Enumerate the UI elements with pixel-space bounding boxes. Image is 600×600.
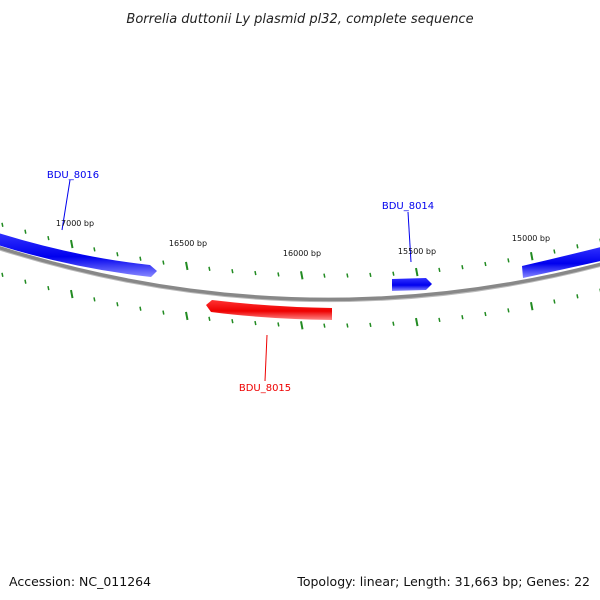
inner-tick-mark bbox=[162, 310, 165, 315]
plasmid-backbone bbox=[0, 246, 600, 302]
tick-label-16500: 16500 bp bbox=[169, 239, 207, 248]
inner-tick-mark bbox=[346, 323, 349, 328]
outer-tick-mark bbox=[208, 266, 211, 271]
outer-tick-mark bbox=[162, 260, 165, 265]
outer-tick-mark bbox=[300, 271, 304, 280]
inner-tick-mark bbox=[484, 311, 487, 317]
outer-tick-mark bbox=[346, 273, 349, 278]
tick-label-15000: 15000 bp bbox=[512, 234, 550, 243]
outer-tick-mark bbox=[254, 270, 257, 276]
gene-right-edge-arrow[interactable] bbox=[522, 246, 600, 278]
inner-tick-mark bbox=[70, 289, 74, 299]
inner-tick-mark bbox=[231, 319, 234, 324]
inner-tick-mark bbox=[277, 322, 280, 327]
inner-tick-mark bbox=[185, 311, 189, 321]
inner-tick-mark bbox=[507, 308, 510, 313]
outer-tick-mark bbox=[461, 265, 464, 270]
gene-label-bdu-8015: BDU_8015 bbox=[239, 383, 291, 394]
map-title: Borrelia duttonii Ly plasmid pl32, compl… bbox=[126, 12, 473, 27]
outer-tick-mark bbox=[47, 235, 50, 241]
inner-tick-mark bbox=[392, 321, 395, 326]
gene-bdu-8015-leader bbox=[264, 334, 268, 382]
outer-tick-mark bbox=[185, 261, 189, 271]
outer-tick-mark bbox=[277, 272, 280, 277]
outer-tick-mark bbox=[139, 256, 142, 261]
inner-tick-marks bbox=[1, 272, 600, 330]
gene-label-bdu-8014: BDU_8014 bbox=[382, 201, 434, 212]
outer-tick-mark bbox=[507, 258, 510, 263]
inner-tick-mark bbox=[254, 320, 257, 326]
inner-tick-mark bbox=[208, 316, 211, 321]
gene-bdu-8016-arrow[interactable] bbox=[0, 232, 157, 277]
inner-tick-mark bbox=[461, 315, 464, 320]
gene-bdu-8014-arrow[interactable] bbox=[392, 278, 432, 291]
outer-tick-mark bbox=[484, 261, 487, 267]
inner-tick-mark bbox=[369, 322, 372, 327]
inner-tick-mark bbox=[24, 279, 27, 284]
tick-label-15500: 15500 bp bbox=[398, 247, 436, 256]
outer-tick-mark bbox=[530, 251, 534, 261]
plasmid-backbone-highlight bbox=[0, 249, 600, 303]
gene-bdu-8014-leader bbox=[407, 211, 412, 263]
gene-right-edge[interactable] bbox=[522, 246, 600, 278]
inner-tick-mark bbox=[323, 323, 326, 328]
outer-tick-mark bbox=[369, 272, 372, 277]
inner-tick-mark bbox=[300, 321, 304, 330]
gene-bdu-8014[interactable]: BDU_8014 bbox=[382, 201, 434, 291]
outer-tick-marks bbox=[1, 222, 600, 280]
accession-text: Accession: NC_011264 bbox=[9, 574, 151, 589]
inner-tick-mark bbox=[116, 302, 119, 307]
outer-tick-mark bbox=[438, 267, 441, 273]
inner-tick-mark bbox=[553, 299, 556, 304]
outer-tick-mark bbox=[415, 267, 419, 277]
gene-bdu-8016-leader bbox=[61, 179, 71, 231]
inner-tick-mark bbox=[415, 317, 419, 327]
outer-tick-mark bbox=[93, 247, 96, 252]
inner-tick-mark bbox=[1, 272, 4, 277]
outer-tick-mark bbox=[70, 239, 74, 249]
outer-tick-mark bbox=[116, 252, 119, 257]
outer-tick-mark bbox=[553, 249, 556, 254]
outer-tick-mark bbox=[323, 273, 326, 278]
tick-label-17000: 17000 bp bbox=[56, 219, 94, 228]
inner-tick-mark bbox=[93, 297, 96, 302]
inner-tick-mark bbox=[139, 306, 142, 311]
gene-label-bdu-8016: BDU_8016 bbox=[47, 170, 99, 181]
inner-tick-mark bbox=[530, 301, 534, 311]
inner-tick-mark bbox=[47, 285, 50, 291]
outer-tick-mark bbox=[231, 269, 234, 274]
outer-tick-mark bbox=[1, 222, 4, 227]
tick-label-16000: 16000 bp bbox=[283, 249, 321, 258]
gene-bdu-8016[interactable]: BDU_8016 bbox=[0, 170, 157, 277]
outer-tick-mark bbox=[392, 271, 395, 276]
summary-text: Topology: linear; Length: 31,663 bp; Gen… bbox=[296, 574, 590, 589]
inner-tick-mark bbox=[438, 317, 441, 323]
inner-tick-mark bbox=[576, 294, 579, 299]
gene-bdu-8015-arrow[interactable] bbox=[206, 300, 332, 320]
gene-bdu-8015[interactable]: BDU_8015 bbox=[206, 300, 332, 394]
outer-tick-mark bbox=[24, 229, 27, 234]
outer-tick-mark bbox=[576, 244, 579, 249]
